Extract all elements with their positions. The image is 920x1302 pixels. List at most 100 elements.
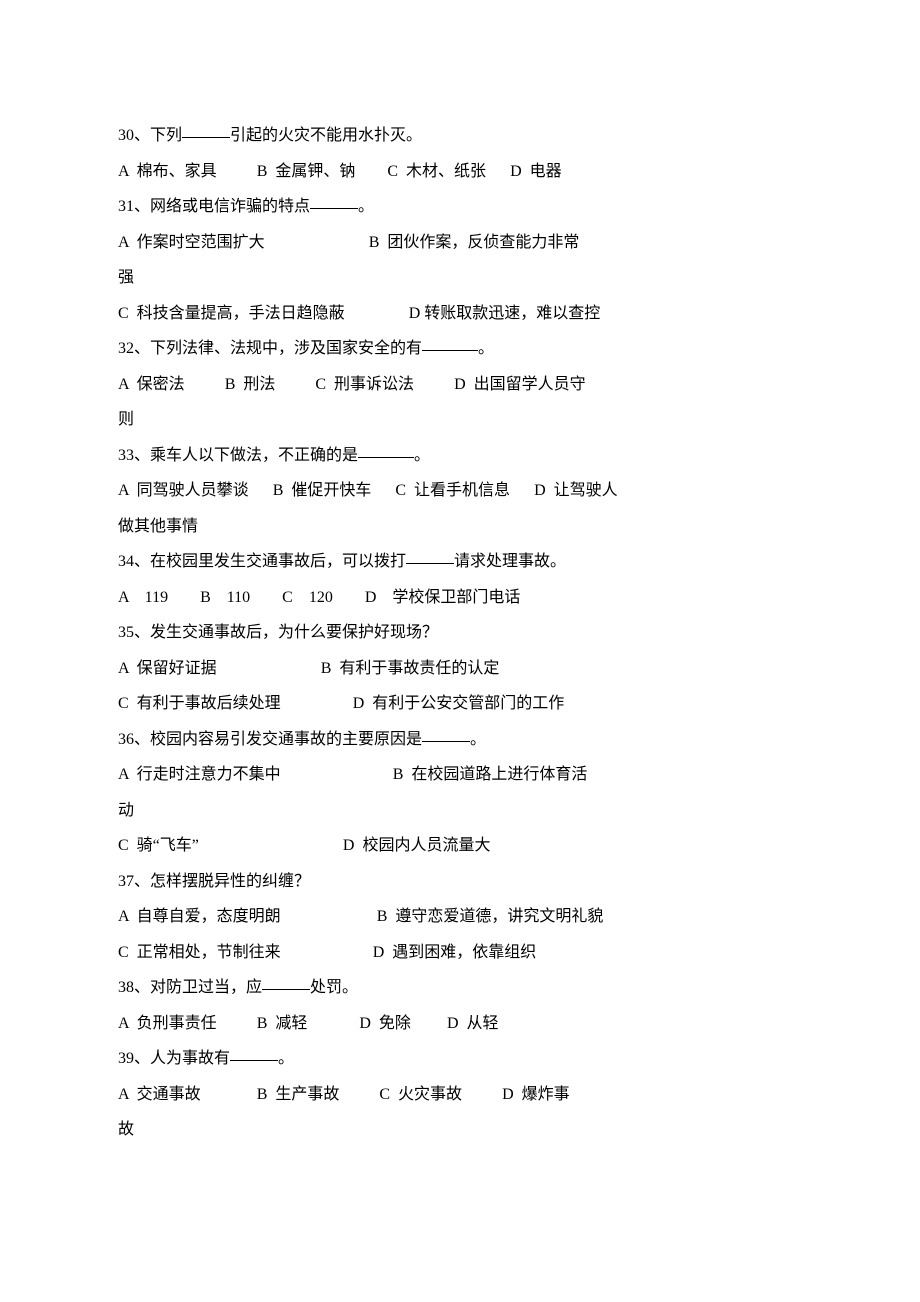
q36-optC: C 骑“飞车” xyxy=(118,837,199,854)
q30-options: A 棉布、家具 B 金属钾、钠 C 木材、纸张 D 电器 xyxy=(118,154,802,190)
q34-stem-b: 请求处理事故。 xyxy=(454,553,566,570)
q36-blank xyxy=(422,725,470,742)
q37-optC: C 正常相处，节制往来 xyxy=(118,944,281,961)
q37-stem-text: 37、怎样摆脱异性的纠缠？ xyxy=(118,873,310,890)
q35-optA: A 保留好证据 xyxy=(118,660,217,677)
q39-optD: D 爆炸事 xyxy=(502,1086,570,1103)
q32-optC: C 刑事诉讼法 xyxy=(315,376,414,393)
q38-optD: D 从轻 xyxy=(447,1015,499,1032)
q31-optB: B 团伙作案，反侦查能力非常 xyxy=(369,234,580,251)
q37-optA: A 自尊自爱，态度明朗 xyxy=(118,908,281,925)
q37-optB: B 遵守恋爱道德，讲究文明礼貌 xyxy=(377,908,604,925)
q34-stem: 34、在校园里发生交通事故后，可以拨打 请求处理事故。 xyxy=(118,544,802,580)
q34-optA: A 119 xyxy=(118,589,168,606)
q39-blank xyxy=(230,1044,278,1061)
q37-row1: A 自尊自爱，态度明朗 B 遵守恋爱道德，讲究文明礼貌 xyxy=(118,899,802,935)
q32-stem-a: 32、下列法律、法规中，涉及国家安全的有 xyxy=(118,340,422,357)
q35-stem: 35、发生交通事故后，为什么要保护好现场？ xyxy=(118,615,802,651)
q31-blank xyxy=(310,192,358,209)
q30-optB: B 金属钾、钠 xyxy=(257,163,356,180)
q38-optC: D 免除 xyxy=(359,1015,411,1032)
q38-stem-a: 38、对防卫过当，应 xyxy=(118,979,262,996)
q38-options: A 负刑事责任 B 减轻 D 免除 D 从轻 xyxy=(118,1006,802,1042)
q36-optA: A 行走时注意力不集中 xyxy=(118,766,281,783)
q33-stem-b: 。 xyxy=(414,447,430,464)
q31-optC: C 科技含量提高，手法日趋隐蔽 xyxy=(118,305,345,322)
q31-optD: D 转账取款迅速，难以查控 xyxy=(409,305,601,322)
q34-optC: C 120 xyxy=(282,589,333,606)
q35-row1: A 保留好证据 B 有利于事故责任的认定 xyxy=(118,651,802,687)
q36-stem: 36、校园内容易引发交通事故的主要原因是 。 xyxy=(118,722,802,758)
q39-options: A 交通事故 B 生产事故 C 火灾事故 D 爆炸事 xyxy=(118,1077,802,1113)
q36-optB-wrap: 动 xyxy=(118,802,134,819)
q30-stem: 30、下列 引起的火灾不能用水扑灭。 xyxy=(118,118,802,154)
q35-optB: B 有利于事故责任的认定 xyxy=(321,660,500,677)
q33-optC: C 让看手机信息 xyxy=(395,482,510,499)
q30-stem-b: 引起的火灾不能用水扑灭。 xyxy=(230,127,422,144)
q35-optD: D 有利于公安交管部门的工作 xyxy=(353,695,565,712)
q33-stem: 33、乘车人以下做法，不正确的是 。 xyxy=(118,438,802,474)
q35-optC: C 有利于事故后续处理 xyxy=(118,695,281,712)
q31-stem-b: 。 xyxy=(358,198,374,215)
q39-stem-a: 39、人为事故有 xyxy=(118,1050,230,1067)
q32-stem-b: 。 xyxy=(478,340,494,357)
q37-stem: 37、怎样摆脱异性的纠缠？ xyxy=(118,864,802,900)
q30-optC: C 木材、纸张 xyxy=(387,163,486,180)
q39-stem: 39、人为事故有 。 xyxy=(118,1041,802,1077)
q34-optD: D 学校保卫部门电话 xyxy=(365,589,521,606)
q30-blank xyxy=(182,121,230,138)
q34-stem-a: 34、在校园里发生交通事故后，可以拨打 xyxy=(118,553,406,570)
q38-blank xyxy=(262,973,310,990)
q30-stem-a: 30、下列 xyxy=(118,127,182,144)
q31-stem: 31、网络或电信诈骗的特点 。 xyxy=(118,189,802,225)
q38-optB: B 减轻 xyxy=(257,1015,308,1032)
q39-optC: C 火灾事故 xyxy=(379,1086,462,1103)
q33-options: A 同驾驶人员攀谈 B 催促开快车 C 让看手机信息 D 让驾驶人 xyxy=(118,473,802,509)
q33-blank xyxy=(358,441,414,458)
q34-optB: B 110 xyxy=(200,589,250,606)
q36-stem-a: 36、校园内容易引发交通事故的主要原因是 xyxy=(118,731,422,748)
q31-row2: C 科技含量提高，手法日趋隐蔽 D 转账取款迅速，难以查控 xyxy=(118,296,802,332)
q32-stem: 32、下列法律、法规中，涉及国家安全的有 。 xyxy=(118,331,802,367)
q37-optD: D 遇到困难，依靠组织 xyxy=(373,944,537,961)
q39-optA: A 交通事故 xyxy=(118,1086,201,1103)
q38-stem: 38、对防卫过当，应 处罚。 xyxy=(118,970,802,1006)
q39-stem-b: 。 xyxy=(278,1050,294,1067)
q32-optB: B 刑法 xyxy=(225,376,276,393)
q32-optD-wrap: 则 xyxy=(118,411,134,428)
q31-row1b: 强 xyxy=(118,260,802,296)
q33-optD-wrap: 做其他事情 xyxy=(118,518,198,535)
q32-optA: A 保密法 xyxy=(118,376,185,393)
q33-wrap: 做其他事情 xyxy=(118,509,802,545)
q31-stem-a: 31、网络或电信诈骗的特点 xyxy=(118,198,310,215)
q35-row2: C 有利于事故后续处理 D 有利于公安交管部门的工作 xyxy=(118,686,802,722)
q34-blank xyxy=(406,547,454,564)
q33-stem-a: 33、乘车人以下做法，不正确的是 xyxy=(118,447,358,464)
q36-optD: D 校园内人员流量大 xyxy=(343,837,491,854)
q33-optA: A 同驾驶人员攀谈 xyxy=(118,482,249,499)
q30-optD: D 电器 xyxy=(510,163,562,180)
q35-stem-text: 35、发生交通事故后，为什么要保护好现场？ xyxy=(118,624,438,641)
q36-row1b: 动 xyxy=(118,793,802,829)
q38-optA: A 负刑事责任 xyxy=(118,1015,217,1032)
q32-blank xyxy=(422,334,478,351)
q38-stem-b: 处罚。 xyxy=(310,979,358,996)
q31-optA: A 作案时空范围扩大 xyxy=(118,234,265,251)
q33-optD: D 让驾驶人 xyxy=(534,482,618,499)
q32-optD: D 出国留学人员守 xyxy=(454,376,586,393)
q32-wrap: 则 xyxy=(118,402,802,438)
q36-stem-b: 。 xyxy=(470,731,486,748)
q39-wrap: 故 xyxy=(118,1112,802,1148)
q36-row1: A 行走时注意力不集中 B 在校园道路上进行体育活 xyxy=(118,757,802,793)
q32-options: A 保密法 B 刑法 C 刑事诉讼法 D 出国留学人员守 xyxy=(118,367,802,403)
q39-optB: B 生产事故 xyxy=(257,1086,340,1103)
q36-optB: B 在校园道路上进行体育活 xyxy=(393,766,588,783)
q34-options: A 119 B 110 C 120 D 学校保卫部门电话 xyxy=(118,580,802,616)
q31-optB-wrap: 强 xyxy=(118,269,134,286)
q31-row1: A 作案时空范围扩大 B 团伙作案，反侦查能力非常 xyxy=(118,225,802,261)
q30-optA: A 棉布、家具 xyxy=(118,163,217,180)
q39-optD-wrap: 故 xyxy=(118,1121,134,1138)
q37-row2: C 正常相处，节制往来 D 遇到困难，依靠组织 xyxy=(118,935,802,971)
q36-row2: C 骑“飞车” D 校园内人员流量大 xyxy=(118,828,802,864)
q33-optB: B 催促开快车 xyxy=(273,482,372,499)
